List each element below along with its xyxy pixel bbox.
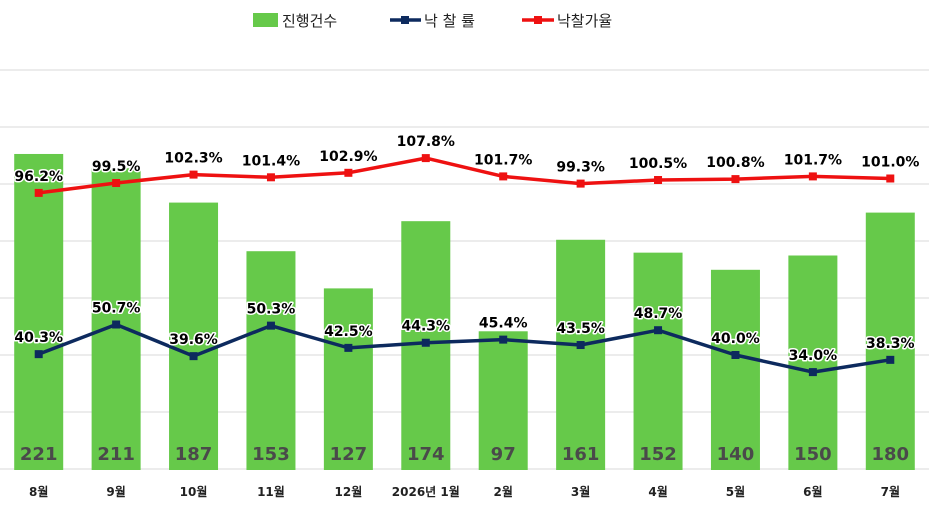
bar-value-label-10: 150 — [794, 444, 832, 465]
x-tick-label-10: 6월 — [803, 484, 822, 499]
bar-value-label-8: 152 — [639, 444, 677, 465]
rate-label-0: 40.3% — [14, 330, 63, 346]
price-label-0: 96.2% — [14, 169, 63, 185]
x-tick-label-5: 2026년 1월 — [392, 484, 460, 499]
bar-6 — [478, 331, 528, 470]
price-marker-5 — [421, 154, 430, 163]
bar-1 — [91, 168, 141, 470]
bar-8 — [633, 252, 683, 470]
bar-0 — [14, 153, 64, 470]
legend: 진행건수 낙 찰 률 낙찰가율 — [253, 12, 612, 30]
price-label-1: 99.5% — [92, 159, 141, 175]
rate-label-2: 39.6% — [169, 332, 218, 348]
bar-10 — [788, 255, 838, 470]
bar-value-label-4: 127 — [330, 444, 368, 465]
bar-value-label-0: 221 — [20, 444, 58, 465]
x-tick-label-4: 12월 — [335, 484, 363, 499]
bar-2 — [169, 202, 219, 470]
bar-value-label-5: 174 — [407, 444, 445, 465]
price-marker-2 — [189, 170, 198, 179]
rate-marker-9 — [731, 351, 740, 359]
price-label-11: 101.0% — [861, 155, 919, 171]
bar-11 — [865, 212, 915, 470]
rate-marker-4 — [344, 343, 353, 352]
bar-value-label-6: 97 — [491, 444, 516, 465]
rate-marker-0 — [34, 350, 43, 359]
legend-marker-rate — [401, 16, 409, 24]
bar-value-label-9: 140 — [717, 444, 755, 465]
rate-label-3: 50.3% — [247, 302, 296, 318]
line-series — [34, 154, 895, 377]
price-marker-11 — [886, 174, 895, 183]
x-tick-label-9: 5월 — [726, 484, 745, 499]
price-marker-10 — [808, 172, 817, 181]
x-axis: 8월 9월 10월 11월 12월 2026년 1월 2월 3월 4월 5월 6월 7월 — [29, 484, 900, 499]
bar-9 — [710, 269, 760, 470]
rate-label-9: 40.0% — [711, 331, 760, 347]
bar-value-label-11: 180 — [872, 444, 910, 465]
price-marker-4 — [344, 168, 353, 177]
rate-label-11: 38.3% — [866, 336, 915, 352]
rate-label-10: 34.0% — [789, 348, 838, 364]
x-tick-label-8: 4월 — [648, 484, 667, 499]
price-label-6: 101.7% — [474, 152, 532, 168]
bar-value-label-2: 187 — [175, 444, 213, 465]
rate-label-4: 42.5% — [324, 324, 373, 340]
rate-label-7: 43.5% — [556, 321, 605, 337]
price-label-4: 102.9% — [319, 149, 377, 165]
price-label-10: 101.7% — [784, 152, 842, 168]
gridlines — [0, 69, 929, 470]
x-tick-label-3: 11월 — [257, 484, 285, 499]
price-marker-0 — [34, 188, 43, 197]
price-label-7: 99.3% — [556, 160, 605, 176]
x-tick-label-6: 2월 — [494, 484, 513, 499]
rate-marker-5 — [421, 338, 430, 347]
price-marker-1 — [112, 179, 121, 187]
price-marker-6 — [499, 172, 508, 181]
bar-series — [14, 153, 915, 470]
rate-marker-3 — [266, 321, 275, 330]
bar-value-label-7: 161 — [562, 444, 600, 465]
price-label-2: 102.3% — [164, 151, 222, 167]
data-labels: 221 211 187 153 127 174 97 161 152 140 150 180 40.3%… — [13, 133, 921, 465]
x-tick-label-2: 10월 — [180, 484, 208, 499]
x-tick-label-1: 9월 — [106, 484, 125, 499]
legend-label-rate: 낙 찰 률 — [424, 12, 475, 30]
x-tick-label-7: 3월 — [571, 484, 590, 499]
price-line — [38, 156, 891, 195]
price-marker-7 — [576, 179, 585, 188]
price-marker-3 — [266, 173, 275, 182]
rate-marker-7 — [576, 341, 585, 350]
legend-marker-price — [534, 16, 542, 24]
bar-value-label-3: 153 — [252, 444, 290, 465]
x-tick-label-11: 7월 — [881, 484, 900, 499]
rate-label-5: 44.3% — [402, 319, 451, 335]
rate-label-8: 48.7% — [634, 306, 683, 322]
rate-marker-8 — [654, 326, 663, 335]
rate-marker-1 — [112, 320, 121, 329]
rate-marker-2 — [189, 352, 198, 361]
rate-label-6: 45.4% — [479, 316, 528, 332]
price-marker-9 — [731, 175, 740, 184]
bar-3 — [246, 251, 296, 470]
price-label-9: 100.8% — [706, 155, 764, 171]
legend-swatch-bars — [253, 13, 278, 27]
rate-label-1: 50.7% — [92, 301, 141, 317]
price-marker-8 — [654, 176, 663, 184]
rate-line — [38, 322, 891, 374]
x-tick-label-0: 8월 — [29, 484, 48, 499]
bar-7 — [556, 239, 606, 470]
rate-marker-10 — [808, 368, 817, 377]
price-label-5: 107.8% — [397, 134, 455, 150]
legend-label-price: 낙찰가율 — [557, 12, 612, 30]
price-label-8: 100.5% — [629, 156, 687, 172]
bar-4 — [323, 288, 373, 470]
rate-marker-6 — [499, 335, 508, 344]
bar-value-label-1: 211 — [97, 444, 135, 465]
rate-marker-11 — [886, 355, 895, 364]
legend-label-bars: 진행건수 — [282, 12, 337, 30]
price-label-3: 101.4% — [242, 153, 300, 169]
